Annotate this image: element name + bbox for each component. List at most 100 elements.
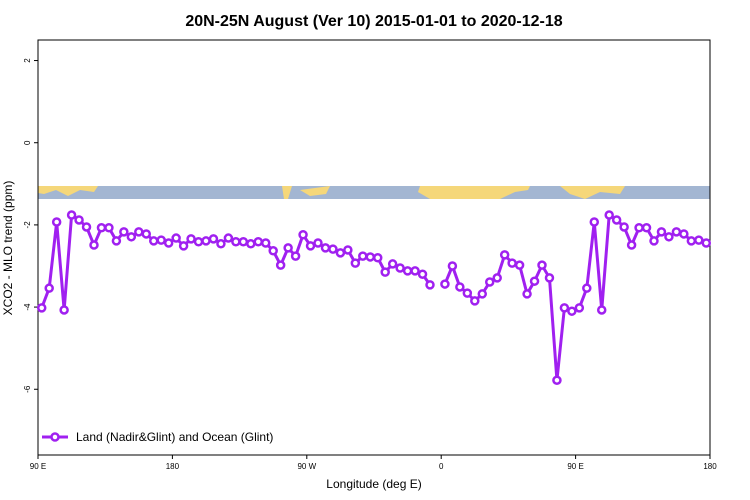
point (544, 273, 555, 283)
point (343, 245, 353, 255)
ocean-strip (38, 186, 710, 199)
point (44, 283, 54, 293)
point (514, 260, 525, 270)
x-tick-label: 0 (439, 462, 444, 471)
point (596, 305, 607, 315)
x-tick-label: 90 W (297, 462, 316, 471)
point (484, 277, 495, 287)
point (372, 253, 383, 263)
point (320, 243, 331, 253)
point (201, 236, 211, 246)
land (560, 186, 625, 199)
x-tick-label: 90 E (30, 462, 46, 471)
point (679, 229, 689, 239)
point (171, 233, 181, 243)
point (36, 303, 47, 313)
point (148, 236, 159, 246)
point (417, 269, 428, 279)
point (701, 238, 712, 248)
point (425, 280, 435, 290)
point (208, 234, 219, 244)
point (119, 227, 129, 237)
y-tick-label: -6 (23, 385, 32, 393)
point (522, 289, 532, 299)
land (282, 186, 292, 199)
point (537, 260, 547, 270)
point (686, 236, 697, 246)
point (447, 261, 458, 271)
point (387, 259, 398, 269)
point (552, 375, 562, 385)
point (223, 233, 234, 243)
point (641, 223, 652, 233)
y-tick-label: 2 (23, 58, 32, 63)
point (626, 240, 637, 250)
point (589, 217, 600, 227)
point (246, 239, 256, 249)
point (395, 263, 405, 273)
point (604, 210, 614, 220)
y-tick-label: -2 (23, 221, 32, 229)
x-tick-label: 180 (703, 462, 717, 471)
legend-key-point (50, 432, 60, 442)
point (253, 236, 264, 247)
land (38, 186, 98, 196)
point (126, 232, 137, 242)
point (455, 282, 465, 292)
x-tick-label: 180 (166, 462, 180, 471)
x-tick-label: 90 E (567, 462, 583, 471)
point (134, 227, 144, 237)
point (380, 267, 390, 277)
point (66, 210, 77, 220)
point (559, 303, 570, 313)
land (418, 186, 530, 199)
point (141, 229, 152, 239)
point (694, 235, 704, 245)
point (305, 241, 316, 251)
point (156, 235, 166, 245)
point (649, 236, 659, 246)
point (111, 236, 122, 246)
point (567, 306, 577, 316)
point (470, 296, 480, 306)
point (619, 222, 629, 232)
point (507, 258, 517, 268)
y-axis-label: XCO2 - MLO trend (ppm) (1, 181, 15, 316)
point (290, 251, 301, 261)
point (477, 289, 488, 299)
point (74, 215, 84, 225)
point (313, 238, 323, 248)
legend-label: Land (Nadir&Glint) and Ocean (Glint) (76, 430, 273, 444)
point (231, 236, 241, 247)
point (664, 232, 674, 242)
point (104, 223, 114, 233)
y-tick-label: -4 (23, 303, 32, 311)
point (238, 236, 249, 247)
point (656, 227, 667, 237)
point (365, 252, 376, 262)
point (350, 258, 361, 268)
point (328, 244, 338, 254)
plot-frame (37, 39, 711, 456)
point (275, 260, 286, 270)
point (574, 303, 585, 313)
land (300, 186, 330, 196)
point (216, 239, 226, 249)
point (462, 288, 473, 298)
point (81, 222, 92, 232)
point (178, 241, 189, 251)
point (193, 236, 204, 247)
point (335, 248, 346, 258)
point (186, 234, 196, 244)
point (611, 215, 622, 225)
point (499, 250, 510, 260)
point (358, 251, 368, 261)
x-axis-label: Longitude (deg E) (326, 477, 421, 491)
map-strip (38, 186, 710, 199)
point (89, 240, 99, 250)
point (582, 283, 592, 293)
point (283, 243, 293, 253)
point (298, 230, 308, 240)
y-tick-label: 0 (23, 140, 32, 145)
